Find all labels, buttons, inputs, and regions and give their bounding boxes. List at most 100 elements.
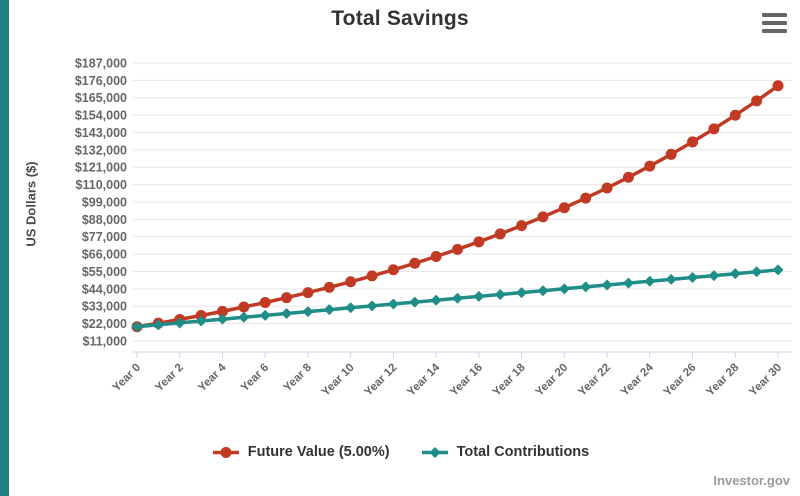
x-axis-tick-label: Year 2	[153, 362, 185, 394]
x-axis-tick-label: Year 26	[662, 362, 699, 399]
data-point	[387, 298, 399, 310]
x-axis-tick-label: Year 18	[491, 361, 528, 398]
data-point	[558, 283, 570, 295]
data-point	[665, 148, 677, 160]
x-axis-tick-label: Year 14	[405, 361, 442, 398]
data-point	[751, 95, 763, 107]
data-point	[281, 292, 293, 304]
legend-label-future-value: Future Value (5.00%)	[247, 444, 390, 460]
chart-legend: Future Value (5.00%) Total Contributions	[0, 444, 800, 460]
x-axis-tick-label: Year 12	[363, 362, 400, 399]
data-point	[622, 171, 634, 183]
data-point	[772, 264, 784, 276]
data-point	[580, 281, 592, 293]
data-point	[430, 250, 442, 262]
data-point	[409, 257, 421, 269]
data-point	[281, 307, 293, 319]
x-axis-tick-label: Year 6	[239, 362, 271, 394]
data-point	[687, 136, 699, 148]
data-point	[345, 302, 357, 314]
future-value-marker-icon	[212, 446, 239, 458]
data-point	[152, 319, 164, 331]
data-point	[452, 292, 463, 304]
data-point	[729, 268, 741, 280]
x-axis-tick-label: Year 16	[448, 362, 485, 399]
x-axis-tick-label: Year 22	[576, 362, 613, 399]
data-point	[216, 313, 228, 325]
hamburger-menu-icon[interactable]	[762, 13, 787, 33]
y-axis-tick-label: $121,000	[75, 161, 127, 175]
chart-title: Total Savings	[331, 7, 469, 30]
y-axis-tick-label: $77,000	[82, 230, 127, 244]
data-point	[516, 287, 528, 299]
data-point	[409, 296, 421, 308]
data-point	[430, 294, 442, 306]
data-point	[174, 317, 186, 329]
y-axis-tick-label: $11,000	[83, 334, 128, 348]
x-axis-tick-label: Year 10	[320, 362, 357, 399]
data-point	[729, 109, 741, 121]
data-point	[345, 276, 357, 288]
data-point	[601, 182, 613, 194]
y-axis-tick-label: $55,000	[82, 265, 127, 279]
y-axis-tick-label: $99,000	[82, 195, 127, 209]
data-point	[238, 311, 250, 323]
y-axis-tick-label: $44,000	[82, 282, 127, 296]
y-axis-tick-label: $165,000	[75, 91, 127, 105]
data-point	[216, 305, 228, 317]
data-point	[452, 243, 463, 255]
data-point	[195, 310, 207, 322]
data-point	[601, 279, 613, 291]
series-line-0	[135, 84, 780, 329]
x-axis-tick-label: Year 20	[533, 362, 570, 399]
hamburger-bar	[762, 29, 787, 33]
data-point	[259, 309, 271, 321]
data-point	[687, 271, 699, 283]
data-point	[366, 300, 378, 312]
data-point	[644, 160, 656, 172]
investor-gov-watermark[interactable]: Investor.gov	[713, 473, 790, 488]
data-point	[302, 287, 314, 299]
y-axis-tick-label: $110,000	[76, 178, 127, 192]
data-point	[558, 202, 570, 214]
legend-item-future-value[interactable]: Future Value (5.00%)	[211, 444, 390, 460]
y-axis-tick-label: $132,000	[75, 143, 127, 157]
data-point	[366, 270, 378, 282]
data-point	[494, 289, 506, 301]
data-point	[580, 192, 592, 204]
x-axis-tick-label: Year 4	[196, 361, 229, 394]
y-axis-tick-label: $176,000	[75, 74, 127, 88]
y-axis-tick-label: $88,000	[82, 213, 127, 227]
data-point	[473, 236, 485, 248]
data-point	[323, 281, 335, 293]
x-axis-tick-label: Year 24	[619, 361, 656, 398]
data-point	[516, 220, 528, 232]
y-axis-tick-label: $33,000	[82, 300, 127, 314]
data-point	[537, 211, 549, 223]
y-axis-tick-label: $66,000	[82, 248, 127, 262]
y-axis-tick-label: $143,000	[75, 126, 127, 140]
data-point	[387, 264, 399, 276]
x-axis-tick-label: Year 30	[747, 362, 784, 399]
data-point	[537, 285, 549, 297]
data-point	[302, 306, 314, 318]
legend-label-total-contributions: Total Contributions	[456, 444, 590, 460]
data-point	[622, 277, 634, 289]
x-axis-tick-label: Year 0	[111, 362, 143, 394]
data-point	[131, 321, 143, 333]
total-contributions-marker-icon	[421, 446, 448, 458]
data-point	[751, 266, 763, 278]
y-axis-tick-label: $187,000	[75, 57, 127, 71]
data-point	[323, 304, 335, 316]
x-axis-tick-label: Year 28	[704, 361, 741, 398]
left-accent-bar	[0, 0, 9, 496]
hamburger-bar	[762, 13, 787, 17]
y-axis-tick-label: $22,000	[82, 317, 127, 331]
data-point	[708, 270, 720, 282]
data-point	[195, 315, 207, 327]
data-point	[494, 228, 506, 240]
data-point	[665, 273, 677, 285]
legend-item-total-contributions[interactable]: Total Contributions	[420, 444, 590, 460]
